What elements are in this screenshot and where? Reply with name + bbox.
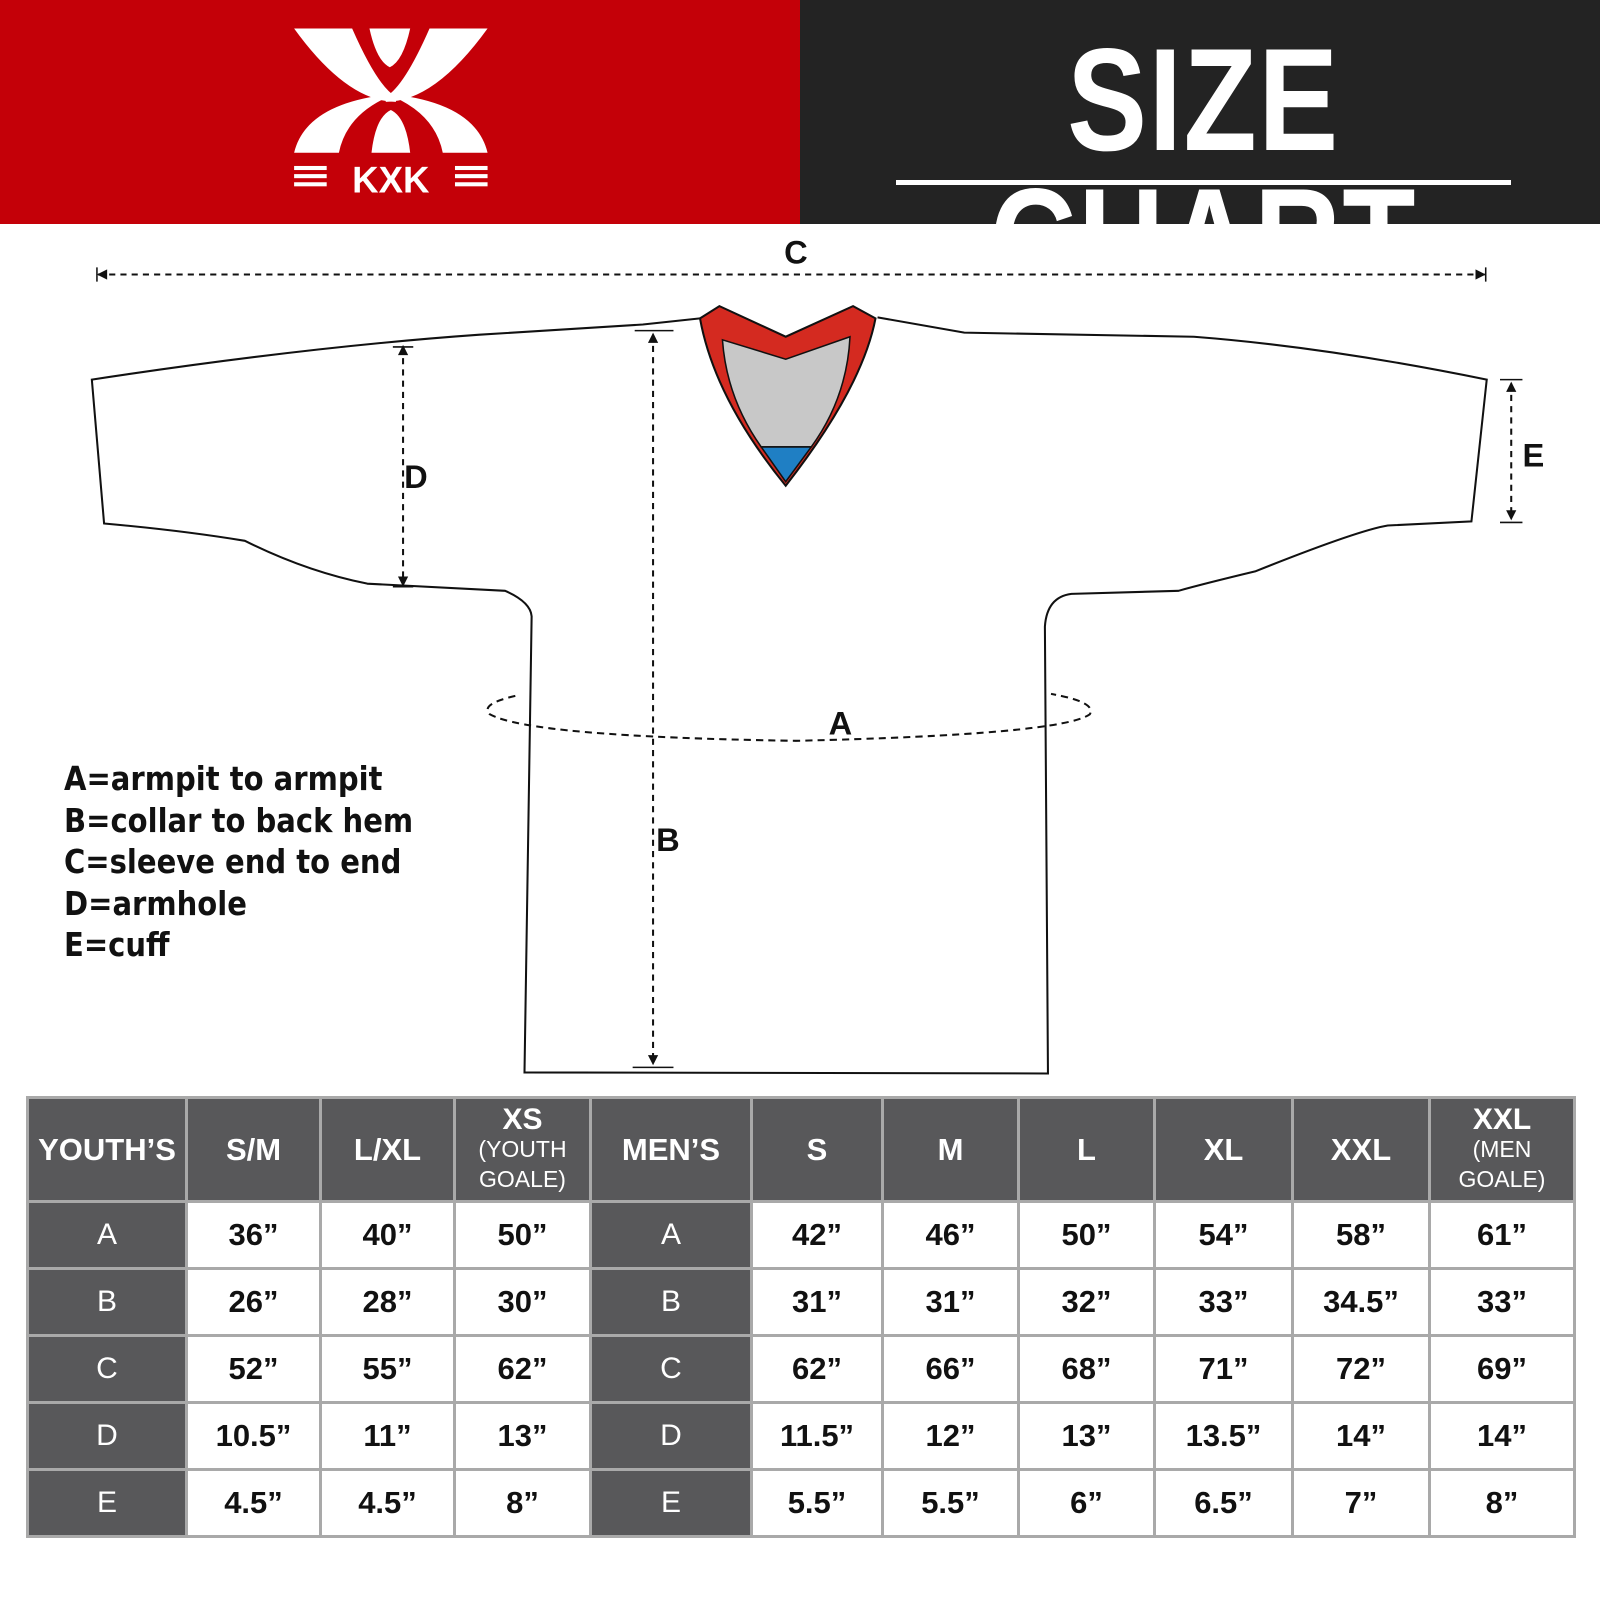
column-header: MEN’S (589, 1096, 753, 1203)
men-size-value: 13” (1017, 1401, 1156, 1471)
column-header: XXL (1291, 1096, 1431, 1203)
men-size-value: 5.5” (881, 1468, 1020, 1538)
row-label: B (589, 1267, 753, 1337)
column-header: L/XL (319, 1096, 456, 1203)
men-size-value: 8” (1428, 1468, 1576, 1538)
legend-item: E=cuff (64, 925, 170, 964)
column-header-main: XXL (1472, 1102, 1532, 1136)
men-size-value: 42” (750, 1200, 884, 1270)
title-banner (800, 0, 1600, 224)
youth-size-value: 50” (453, 1200, 592, 1270)
men-size-value: 6” (1017, 1468, 1156, 1538)
men-size-value: 72” (1291, 1334, 1431, 1404)
label-e: E (1522, 436, 1544, 473)
table-row: A 36” 40” 50” A 42” 46” 50” 54” 58” 61” (26, 1200, 1576, 1270)
row-label: E (26, 1468, 188, 1538)
row-label: B (26, 1267, 188, 1337)
men-size-value: 6.5” (1153, 1468, 1294, 1538)
men-size-value: 5.5” (750, 1468, 884, 1538)
men-size-value: 61” (1428, 1200, 1576, 1270)
legend-item: B=collar to back hem (64, 800, 414, 840)
column-header: YOUTH’S (26, 1096, 188, 1203)
table-row: C 52” 55” 62” C 62” 66” 68” 71” 72” 69” (26, 1334, 1576, 1404)
column-header: XL (1153, 1096, 1294, 1203)
youth-size-value: 11” (319, 1401, 456, 1471)
measurement-legend: A=armpit to armpit B=collar to back hem … (64, 758, 461, 966)
men-size-value: 33” (1428, 1267, 1576, 1337)
row-label: C (26, 1334, 188, 1404)
men-size-value: 69” (1428, 1334, 1576, 1404)
row-label: C (589, 1334, 753, 1404)
youth-size-value: 4.5” (319, 1468, 456, 1538)
men-size-value: 71” (1153, 1334, 1294, 1404)
men-size-value: 58” (1291, 1200, 1431, 1270)
youth-size-value: 28” (319, 1267, 456, 1337)
column-header-sub: (YOUTH GOALE) (478, 1135, 567, 1192)
table-header-row: YOUTH’S S/M L/XL XS (YOUTH GOALE) MEN’S S M L XL X… (26, 1096, 1576, 1203)
page-title: SIZE CHART (989, 18, 1418, 321)
row-label: D (589, 1401, 753, 1471)
row-label: D (26, 1401, 188, 1471)
men-size-value: 12” (881, 1401, 1020, 1471)
table-row: B 26” 28” 30” B 31” 31” 32” 33” 34.5” 33” (26, 1267, 1576, 1337)
men-size-value: 31” (750, 1267, 884, 1337)
kxk-logo: KXK (294, 28, 488, 200)
men-size-value: 32” (1017, 1267, 1156, 1337)
men-size-value: 11.5” (750, 1401, 884, 1471)
jersey-outline (90, 316, 1488, 1075)
column-header: L (1017, 1096, 1156, 1203)
youth-size-value: 52” (185, 1334, 322, 1404)
collar (698, 304, 877, 488)
label-c: C (784, 233, 808, 270)
label-d: D (404, 458, 428, 495)
men-size-value: 7” (1291, 1468, 1431, 1538)
column-header: XS (YOUTH GOALE) (453, 1096, 592, 1203)
column-header: M (881, 1096, 1020, 1203)
legend-item: C=sleeve end to end (64, 842, 402, 881)
men-size-value: 50” (1017, 1200, 1156, 1270)
youth-size-value: 55” (319, 1334, 456, 1404)
youth-size-value: 62” (453, 1334, 592, 1404)
youth-size-value: 36” (185, 1200, 322, 1270)
youth-size-value: 13” (453, 1401, 592, 1471)
men-size-value: 66” (881, 1334, 1020, 1404)
youth-size-value: 10.5” (185, 1401, 322, 1471)
men-size-value: 54” (1153, 1200, 1294, 1270)
size-table: YOUTH’S S/M L/XL XS (YOUTH GOALE) MEN’S S M L XL X… (26, 1096, 1576, 1538)
logo-text: KXK (352, 159, 430, 200)
youth-size-value: 26” (185, 1267, 322, 1337)
brand-banner: KXK (0, 0, 800, 224)
men-size-value: 62” (750, 1334, 884, 1404)
legend-item: D=armhole (64, 883, 247, 923)
men-size-value: 46” (881, 1200, 1020, 1270)
youth-size-value: 8” (453, 1468, 592, 1538)
row-label: A (26, 1200, 188, 1270)
men-size-value: 14” (1428, 1401, 1576, 1471)
column-header: S (750, 1096, 884, 1203)
column-header-main: XS (502, 1102, 543, 1136)
youth-size-value: 4.5” (185, 1468, 322, 1538)
table-row: D 10.5” 11” 13” D 11.5” 12” 13” 13.5” 14” 14” (26, 1401, 1576, 1471)
row-label: E (589, 1468, 753, 1538)
row-label: A (589, 1200, 753, 1270)
column-header: S/M (185, 1096, 322, 1203)
label-a: A (829, 705, 853, 742)
column-header: XXL (MEN GOALE) (1428, 1096, 1576, 1203)
dimension-a (486, 692, 1092, 742)
youth-size-value: 30” (453, 1267, 592, 1337)
legend-item: A=armpit to armpit (64, 759, 383, 798)
men-size-value: 33” (1153, 1267, 1294, 1337)
column-header-sub: (MEN GOALE) (1458, 1135, 1546, 1192)
men-size-value: 13.5” (1153, 1401, 1294, 1471)
youth-size-value: 40” (319, 1200, 456, 1270)
title-underline (896, 180, 1511, 185)
table-row: E 4.5” 4.5” 8” E 5.5” 5.5” 6” 6.5” 7” 8” (26, 1468, 1576, 1538)
men-size-value: 31” (881, 1267, 1020, 1337)
label-b: B (656, 821, 680, 858)
men-size-value: 34.5” (1291, 1267, 1431, 1337)
men-size-value: 14” (1291, 1401, 1431, 1471)
men-size-value: 68” (1017, 1334, 1156, 1404)
